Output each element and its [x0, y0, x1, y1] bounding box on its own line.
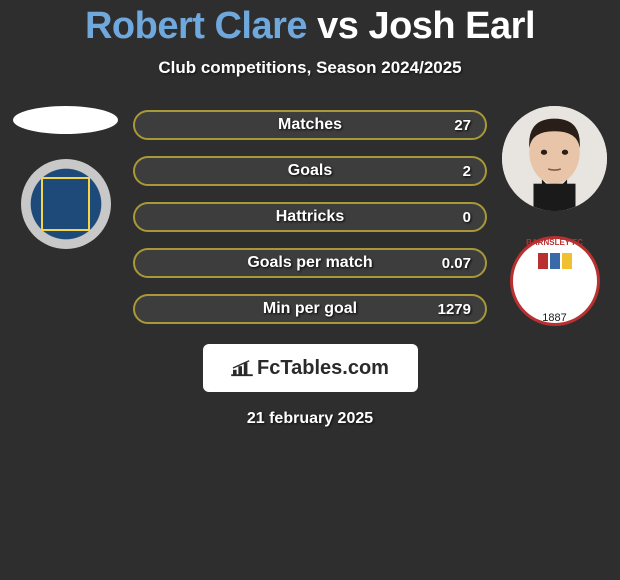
- brand-link[interactable]: FcTables.com: [203, 344, 418, 392]
- stat-label: Matches: [278, 116, 342, 134]
- stat-value-right: 0.07: [442, 255, 471, 272]
- crest-year: 1887: [526, 312, 583, 324]
- stat-label: Min per goal: [263, 300, 357, 318]
- stat-bar-mpg: Min per goal 1279: [133, 294, 487, 324]
- crest-inner: BARNSLEY FC 1887: [526, 239, 583, 324]
- right-column: BARNSLEY FC 1887: [497, 106, 612, 326]
- stat-value-right: 0: [463, 209, 471, 226]
- player1-avatar-placeholder: [13, 106, 118, 134]
- stat-label: Goals: [288, 162, 332, 180]
- stat-bar-hattricks: Hattricks 0: [133, 202, 487, 232]
- stat-value-right: 2: [463, 163, 471, 180]
- player2-name: Josh Earl: [368, 5, 535, 47]
- player2-club-crest: BARNSLEY FC 1887: [510, 236, 600, 326]
- footer-date: 21 february 2025: [0, 410, 620, 428]
- stat-label: Hattricks: [276, 208, 344, 226]
- player2-avatar: [502, 106, 607, 211]
- comparison-title: Robert Clare vs Josh Earl: [0, 5, 620, 48]
- crest-text: BARNSLEY FC: [526, 239, 583, 247]
- stat-value-right: 27: [454, 117, 471, 134]
- player-face-icon: [502, 106, 607, 211]
- player1-club-crest: [21, 159, 111, 249]
- stats-area: Matches 27 Goals 2 Hattricks 0 Goals per…: [0, 106, 620, 326]
- stat-bar-matches: Matches 27: [133, 110, 487, 140]
- player1-name: Robert Clare: [85, 5, 307, 47]
- stat-label: Goals per match: [247, 254, 372, 272]
- subtitle: Club competitions, Season 2024/2025: [0, 58, 620, 78]
- crest-emblem-icon: [530, 247, 580, 277]
- stat-bar-goals: Goals 2: [133, 156, 487, 186]
- infographic-root: Robert Clare vs Josh Earl Club competiti…: [0, 0, 620, 428]
- brand-text: FcTables.com: [257, 357, 389, 380]
- vs-label: vs: [317, 5, 358, 47]
- bar-chart-icon: [231, 359, 253, 377]
- left-column: [8, 106, 123, 249]
- stat-bar-gpm: Goals per match 0.07: [133, 248, 487, 278]
- stat-value-right: 1279: [438, 301, 471, 318]
- stat-bars: Matches 27 Goals 2 Hattricks 0 Goals per…: [123, 106, 497, 324]
